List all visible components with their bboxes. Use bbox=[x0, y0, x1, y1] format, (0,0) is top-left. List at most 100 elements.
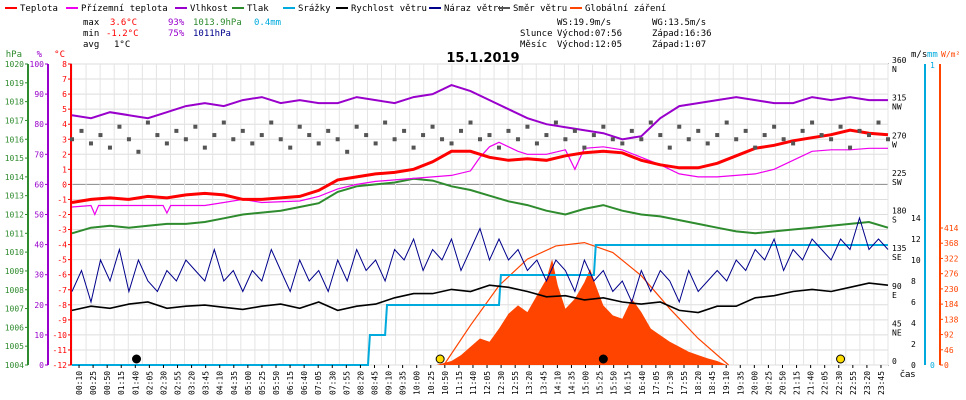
dir-tick-label: 0 bbox=[892, 357, 897, 366]
moon-set-marker bbox=[132, 354, 142, 364]
axis-tick-label: 1014 bbox=[5, 173, 24, 182]
wind-dir-point bbox=[810, 120, 815, 125]
wind-dir-point bbox=[468, 120, 473, 125]
chart-title: 15.1.2019 bbox=[446, 51, 519, 66]
wind-dir-point bbox=[345, 149, 350, 154]
sun-set: Západ:16:36 bbox=[652, 29, 712, 39]
axis-tick-label: 40 bbox=[34, 241, 44, 250]
x-tick-label: 21:40 bbox=[807, 371, 816, 395]
wind-dir-point bbox=[715, 133, 720, 138]
wind-dir-point bbox=[231, 137, 236, 142]
x-tick-label: 12:55 bbox=[511, 371, 520, 395]
axis-tick-label: -11 bbox=[53, 346, 68, 355]
wind-dir-point bbox=[724, 120, 729, 125]
wind-dir-point bbox=[402, 128, 407, 133]
wind-dir-point bbox=[449, 141, 454, 146]
stat-max-label: max bbox=[83, 18, 100, 28]
wind-dir-point bbox=[639, 137, 644, 142]
axis-tick-label: 20 bbox=[34, 301, 44, 310]
wind-dir-point bbox=[677, 124, 682, 129]
axis-tick-label: 1015 bbox=[5, 154, 24, 163]
wind-dir-point bbox=[734, 137, 739, 142]
axis-tick-label: 3 bbox=[62, 135, 67, 144]
wind-dir-point bbox=[373, 141, 378, 146]
wind-dir-point bbox=[762, 133, 767, 138]
x-tick-label: 01:15 bbox=[117, 371, 126, 395]
axis-tick-label: 1 bbox=[62, 165, 67, 174]
x-tick-label: 22:30 bbox=[835, 371, 844, 395]
wind-dir-point bbox=[781, 137, 786, 142]
axis-tick-label: 230 bbox=[944, 285, 959, 294]
stat-max-rain: 0.4mm bbox=[254, 18, 281, 28]
axis-tick-label: 368 bbox=[944, 239, 959, 248]
axis-tick-label: 6 bbox=[911, 298, 916, 307]
dir-tick-label: 315 bbox=[892, 94, 907, 103]
ground-temp-line bbox=[71, 141, 888, 217]
axis-tick-label: 2 bbox=[62, 150, 67, 159]
wind-dir-point bbox=[70, 137, 74, 142]
wind-dir-point bbox=[582, 145, 587, 150]
axis-tick-label: 80 bbox=[34, 120, 44, 129]
wind-dir-point bbox=[515, 137, 520, 142]
x-tick-label: 15:50 bbox=[610, 371, 619, 395]
time-axis-label: čas bbox=[900, 369, 915, 380]
wind-dir-point bbox=[496, 145, 501, 150]
axis-unit-label: hPa bbox=[6, 50, 22, 60]
axis-tick-label: 5 bbox=[62, 105, 67, 114]
wind-dir-point bbox=[88, 141, 93, 146]
wind-dir-point bbox=[886, 137, 890, 142]
x-tick-label: 12:05 bbox=[483, 371, 492, 395]
x-tick-label: 03:45 bbox=[202, 371, 211, 395]
dir-compass-label: SW bbox=[892, 178, 902, 187]
dir-tick-label: 225 bbox=[892, 169, 907, 178]
wind-dir-point bbox=[421, 133, 426, 138]
stat-min-hum: 75% bbox=[168, 29, 185, 39]
stat-avg-label: avg bbox=[83, 40, 99, 50]
axis-tick-label: 60 bbox=[34, 180, 44, 189]
wind-dir-point bbox=[876, 120, 881, 125]
x-tick-label: 15:25 bbox=[596, 371, 605, 395]
x-tick-label: 11:40 bbox=[469, 371, 478, 395]
x-tick-label: 03:20 bbox=[188, 371, 197, 395]
x-tick-label: 09:10 bbox=[385, 371, 394, 395]
dir-tick-label: 360 bbox=[892, 56, 907, 65]
wind-dir-point bbox=[867, 133, 872, 138]
wind-dir-point bbox=[126, 137, 131, 142]
axis-tick-label: 70 bbox=[34, 150, 44, 159]
x-tick-label: 23:45 bbox=[877, 371, 886, 395]
axis-tick-label: 92 bbox=[944, 331, 954, 340]
x-tick-label: 16:15 bbox=[624, 371, 633, 395]
x-tick-label: 13:20 bbox=[525, 371, 534, 395]
x-tick-label: 00:10 bbox=[75, 371, 84, 395]
temperature-line bbox=[71, 128, 889, 204]
dir-tick-label: 45 bbox=[892, 319, 902, 328]
wind-dir-point bbox=[164, 141, 169, 146]
wind-dir-point bbox=[250, 141, 255, 146]
wind-dir-point bbox=[117, 124, 122, 129]
axis-tick-label: 4 bbox=[911, 319, 916, 328]
humidity-line bbox=[71, 84, 888, 141]
rain-line bbox=[72, 244, 888, 366]
axis-tick-label: 10 bbox=[911, 256, 921, 265]
axis-tick-label: 1010 bbox=[5, 248, 24, 257]
wind-dir-point bbox=[107, 145, 112, 150]
legend-label: Globální záření bbox=[585, 4, 666, 14]
legend-label: Přízemní teplota bbox=[81, 4, 168, 14]
wind-dir-point bbox=[648, 120, 653, 125]
wind-gust-line bbox=[71, 216, 889, 304]
x-tick-label: 14:35 bbox=[567, 371, 576, 395]
wind-dir-point bbox=[269, 120, 274, 125]
axis-tick-label: -2 bbox=[57, 211, 67, 220]
moon-set: Západ:1:07 bbox=[652, 40, 706, 50]
axis-tick-label: 1005 bbox=[5, 342, 24, 351]
x-tick-label: 07:30 bbox=[328, 371, 337, 395]
axis-unit-label: °C bbox=[54, 50, 65, 60]
x-tick-label: 22:55 bbox=[849, 371, 858, 395]
wind-dir-point bbox=[753, 145, 758, 150]
axes: hPa1004100510061007100810091010101110121… bbox=[5, 50, 961, 370]
x-tick-label: 13:45 bbox=[539, 371, 548, 395]
axis-tick-label: 276 bbox=[944, 270, 959, 279]
axis-tick-label: 1011 bbox=[5, 229, 24, 238]
x-tick-label: 10:00 bbox=[413, 371, 422, 395]
